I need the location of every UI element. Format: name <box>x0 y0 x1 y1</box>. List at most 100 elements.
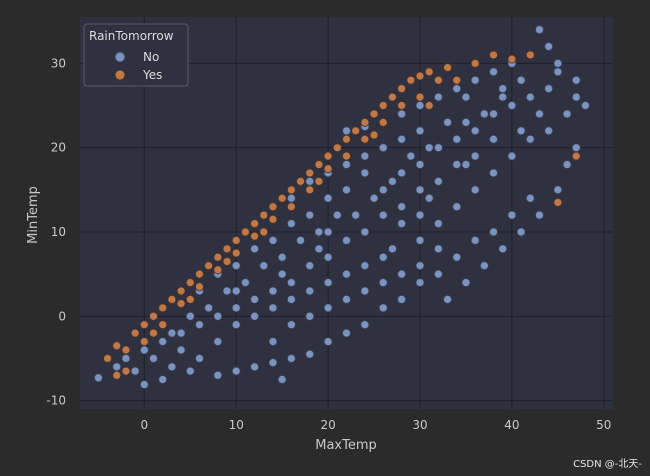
scatter-point-no <box>222 286 232 296</box>
scatter-point-no <box>268 358 278 368</box>
x-tick-label: 30 <box>412 418 427 432</box>
scatter-point-no <box>185 311 195 321</box>
scatter-point-no <box>286 193 296 203</box>
scatter-point-no <box>277 375 287 384</box>
scatter-point-no <box>286 219 296 228</box>
scatter-point-yes <box>415 71 425 81</box>
scatter-point-yes <box>231 235 241 245</box>
scatter-point-yes <box>406 75 416 85</box>
scatter-point-no <box>360 151 370 161</box>
scatter-point-no <box>525 92 535 102</box>
scatter-point-no <box>360 168 370 178</box>
scatter-point-no <box>397 202 407 212</box>
scatter-point-no <box>213 337 223 346</box>
scatter-point-no <box>433 219 443 228</box>
scatter-point-no <box>323 252 333 262</box>
scatter-point-no <box>112 362 122 372</box>
scatter-point-no <box>397 219 407 228</box>
scatter-point-yes <box>195 282 204 292</box>
scatter-point-no <box>213 311 223 321</box>
scatter-point-no <box>286 320 296 330</box>
scatter-point-no <box>507 151 517 161</box>
scatter-point-no <box>562 109 572 119</box>
scatter-point-no <box>433 269 443 279</box>
scatter-point-yes <box>259 210 269 220</box>
scatter-point-no <box>176 328 186 338</box>
scatter-point-no <box>342 269 351 279</box>
scatter-point-no <box>305 349 315 359</box>
scatter-point-no <box>342 235 351 245</box>
scatter-point-yes <box>241 227 250 237</box>
scatter-point-no <box>268 235 278 245</box>
scatter-point-no <box>535 210 544 220</box>
y-tick-label: 20 <box>51 141 66 155</box>
scatter-point-no <box>121 354 131 363</box>
scatter-point-no <box>507 210 517 220</box>
scatter-point-no <box>470 75 480 85</box>
scatter-point-no <box>286 354 296 363</box>
scatter-point-yes <box>167 295 177 304</box>
legend-title: RainTomorrow <box>89 29 174 43</box>
scatter-point-yes <box>507 54 517 64</box>
scatter-point-yes <box>296 176 305 186</box>
scatter-point-no <box>250 295 260 304</box>
scatter-point-no <box>158 375 168 384</box>
scatter-point-yes <box>433 75 443 85</box>
scatter-point-no <box>268 337 278 346</box>
scatter-point-no <box>378 185 388 195</box>
scatter-point-no <box>433 92 443 102</box>
scatter-point-no <box>553 58 563 68</box>
scatter-point-yes <box>139 320 149 330</box>
scatter-point-no <box>305 311 315 321</box>
scatter-point-no <box>195 320 204 330</box>
scatter-point-yes <box>213 252 223 262</box>
y-axis-label: MinTemp <box>26 186 41 244</box>
scatter-point-yes <box>369 109 379 119</box>
scatter-point-no <box>268 286 278 296</box>
scatter-point-yes <box>342 134 351 144</box>
scatter-point-no <box>388 244 397 254</box>
y-tick-labels: -10 0 10 20 30 <box>46 56 66 407</box>
scatter-point-no <box>277 252 287 262</box>
scatter-point-no <box>286 278 296 287</box>
legend: RainTomorrow No Yes <box>83 23 189 87</box>
scatter-point-yes <box>314 176 324 186</box>
scatter-point-no <box>544 84 554 94</box>
scatter-point-no <box>562 160 572 169</box>
scatter-point-no <box>360 320 370 330</box>
scatter-point-no <box>360 227 370 237</box>
scatter-point-no <box>489 109 498 119</box>
scatter-point-no <box>149 354 158 363</box>
scatter-point-no <box>479 109 489 119</box>
legend-label-yes: Yes <box>142 68 162 82</box>
scatter-point-no <box>415 101 425 110</box>
scatter-point-no <box>296 235 305 245</box>
scatter-point-no <box>415 160 425 169</box>
scatter-point-yes <box>158 320 168 330</box>
scatter-point-yes <box>443 63 452 72</box>
scatter-point-yes <box>360 134 370 144</box>
scatter-point-yes <box>323 151 333 161</box>
scatter-point-no <box>397 168 407 178</box>
scatter-point-no <box>231 303 241 313</box>
scatter-point-no <box>259 261 269 271</box>
scatter-point-no <box>525 134 535 144</box>
scatter-point-no <box>195 354 204 363</box>
scatter-point-no <box>158 337 168 346</box>
scatter-point-no <box>342 295 351 304</box>
scatter-point-no <box>553 185 563 195</box>
scatter-point-yes <box>424 101 434 110</box>
scatter-point-no <box>231 366 241 376</box>
scatter-point-no <box>489 67 498 77</box>
scatter-point-no <box>314 244 324 254</box>
scatter-point-no <box>498 244 508 254</box>
scatter-point-yes <box>103 354 112 363</box>
scatter-point-no <box>433 244 443 254</box>
scatter-point-no <box>507 101 517 110</box>
scatter-point-yes <box>525 50 535 60</box>
scatter-point-no <box>571 92 581 102</box>
x-tick-label: 10 <box>229 418 244 432</box>
scatter-point-no <box>351 210 361 220</box>
scatter-point-no <box>516 75 526 85</box>
